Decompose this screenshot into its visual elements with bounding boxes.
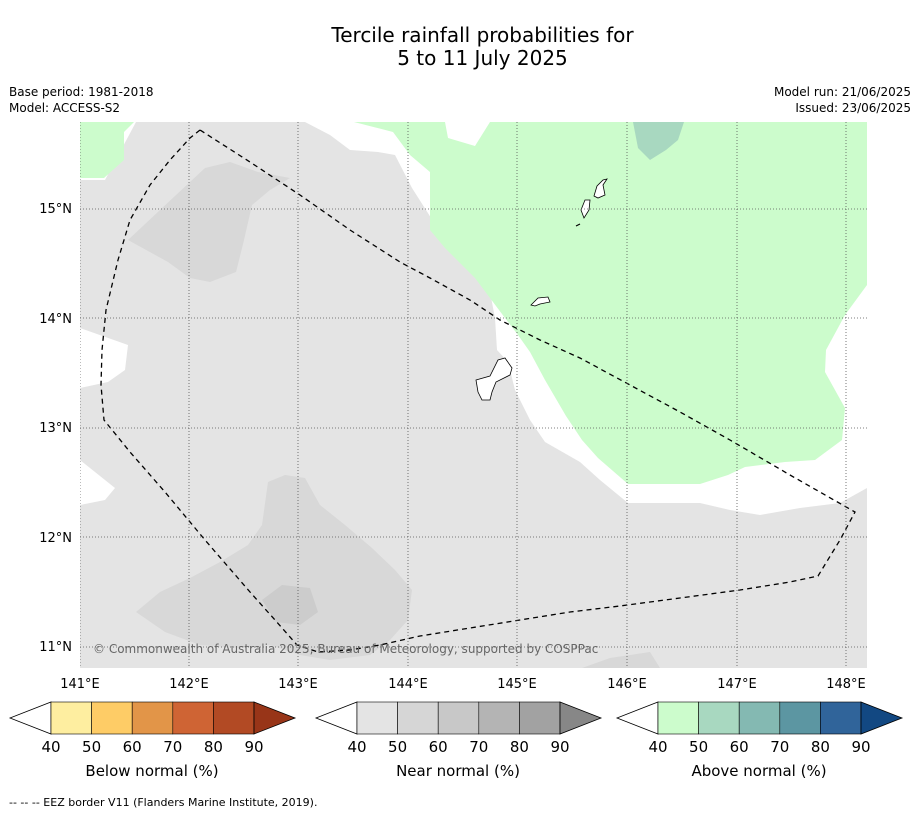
above-normal-50-patch bbox=[633, 122, 684, 160]
copyright-notice: © Commonwealth of Australia 2025, Bureau… bbox=[93, 642, 598, 656]
lon-label-143e: 143°E bbox=[278, 677, 318, 692]
legend-near-normal-tick-label: 90 bbox=[550, 738, 569, 756]
legend-near-normal-max-triangle bbox=[559, 701, 603, 735]
legend-near-normal-swatch bbox=[519, 701, 561, 735]
model-label: Model: ACCESS-S2 bbox=[9, 101, 121, 115]
legend-below-normal-max-triangle bbox=[253, 701, 297, 735]
above-normal-40-region-northwest bbox=[80, 122, 134, 178]
legend-above-normal-swatch bbox=[738, 701, 781, 735]
legend-near-normal-label: Near normal (%) bbox=[396, 762, 520, 780]
eez-border bbox=[100, 129, 856, 653]
model-run-label: Model run: 21/06/2025 bbox=[773, 85, 911, 99]
legend-near-normal-tick-label: 80 bbox=[510, 738, 529, 756]
lon-label-146e: 146°E bbox=[607, 677, 647, 692]
legend-below-normal-swatch bbox=[213, 701, 255, 735]
legend-above-normal-swatch bbox=[698, 701, 740, 735]
legend-near-normal-tick-label: 60 bbox=[429, 738, 448, 756]
legend-above-normal-tick-label: 90 bbox=[851, 738, 870, 756]
island-rota bbox=[530, 296, 551, 307]
island-tinian bbox=[580, 199, 591, 219]
lon-label-142e: 142°E bbox=[169, 677, 209, 692]
legend-above-normal-max-triangle bbox=[860, 701, 904, 735]
legend-below-normal-label: Below normal (%) bbox=[85, 762, 219, 780]
gridlines bbox=[80, 122, 867, 668]
lon-label-148e: 148°E bbox=[826, 677, 866, 692]
lon-label-145e: 145°E bbox=[497, 677, 537, 692]
legend-below-normal-tick-label: 40 bbox=[41, 738, 60, 756]
legend-below-normal-tick-label: 70 bbox=[163, 738, 182, 756]
island-guam bbox=[475, 357, 513, 401]
near-normal-50-region-south bbox=[136, 475, 412, 660]
legend-above-normal-tick-label: 70 bbox=[770, 738, 789, 756]
legend-above-normal-label: Above normal (%) bbox=[691, 762, 827, 780]
legend-near-normal-tick-label: 40 bbox=[347, 738, 366, 756]
legend-colorbars: 40 50 60 70 80 90 40 50 60 70 80 90 40 50 60 70 80 90 bbox=[8, 701, 904, 756]
legend-near-normal-min-triangle bbox=[314, 701, 358, 735]
base-period-label: Base period: 1981-2018 bbox=[9, 85, 154, 99]
lat-label-11n: 11°N bbox=[39, 640, 72, 655]
lon-label-141e: 141°E bbox=[60, 677, 100, 692]
lat-label-12n: 12°N bbox=[39, 531, 72, 546]
legend-below-normal-swatch bbox=[50, 701, 92, 735]
lon-label-147e: 147°E bbox=[717, 677, 757, 692]
legend-near-normal-swatch bbox=[437, 701, 480, 735]
legend-above-normal-tick-label: 60 bbox=[730, 738, 749, 756]
legend-below-normal-tick-label: 80 bbox=[204, 738, 223, 756]
legend-above-normal-tick-label: 50 bbox=[689, 738, 708, 756]
legend-above-normal-swatch bbox=[657, 701, 699, 735]
legend-near-normal-swatch bbox=[356, 701, 398, 735]
issued-label: Issued: 23/06/2025 bbox=[795, 101, 911, 115]
legend-below-normal-min-triangle bbox=[8, 701, 52, 735]
chart-title-line-1: Tercile rainfall probabilities for bbox=[331, 23, 634, 47]
legend-near-normal-swatch bbox=[397, 701, 439, 735]
legend-below-normal-swatch bbox=[131, 701, 174, 735]
legend-near-normal-tick-label: 70 bbox=[469, 738, 488, 756]
near-normal-50-region-southeast bbox=[582, 652, 660, 668]
island-saipan bbox=[593, 178, 608, 199]
island-aguijan bbox=[575, 223, 581, 227]
legend-above-normal-swatch bbox=[779, 701, 821, 735]
chart-title-line-2: 5 to 11 July 2025 bbox=[397, 46, 568, 70]
legend-above-normal-tick-label: 80 bbox=[811, 738, 830, 756]
legend-above-normal-min-triangle bbox=[615, 701, 659, 735]
legend-below-normal-tick-label: 90 bbox=[244, 738, 263, 756]
lon-label-144e: 144°E bbox=[388, 677, 428, 692]
legend-below-normal-swatch bbox=[91, 701, 133, 735]
near-normal-60-patch bbox=[262, 585, 318, 625]
lat-label-15n: 15°N bbox=[39, 202, 72, 217]
lat-label-13n: 13°N bbox=[39, 421, 72, 436]
legend-below-normal-swatch bbox=[172, 701, 214, 735]
lat-label-14n: 14°N bbox=[39, 312, 72, 327]
legend-above-normal-swatch bbox=[820, 701, 862, 735]
legend-below-normal-tick-label: 60 bbox=[123, 738, 142, 756]
legend-above-normal-tick-label: 40 bbox=[648, 738, 667, 756]
legend-near-normal-tick-label: 50 bbox=[388, 738, 407, 756]
near-normal-50-region-north bbox=[128, 162, 290, 282]
eez-border-footnote: -- -- -- EEZ border V11 (Flanders Marine… bbox=[9, 796, 318, 809]
map-area: © Commonwealth of Australia 2025, Bureau… bbox=[80, 122, 867, 668]
above-normal-40-region bbox=[354, 122, 867, 484]
legend-below-normal-tick-label: 50 bbox=[82, 738, 101, 756]
legend-near-normal-swatch bbox=[478, 701, 520, 735]
